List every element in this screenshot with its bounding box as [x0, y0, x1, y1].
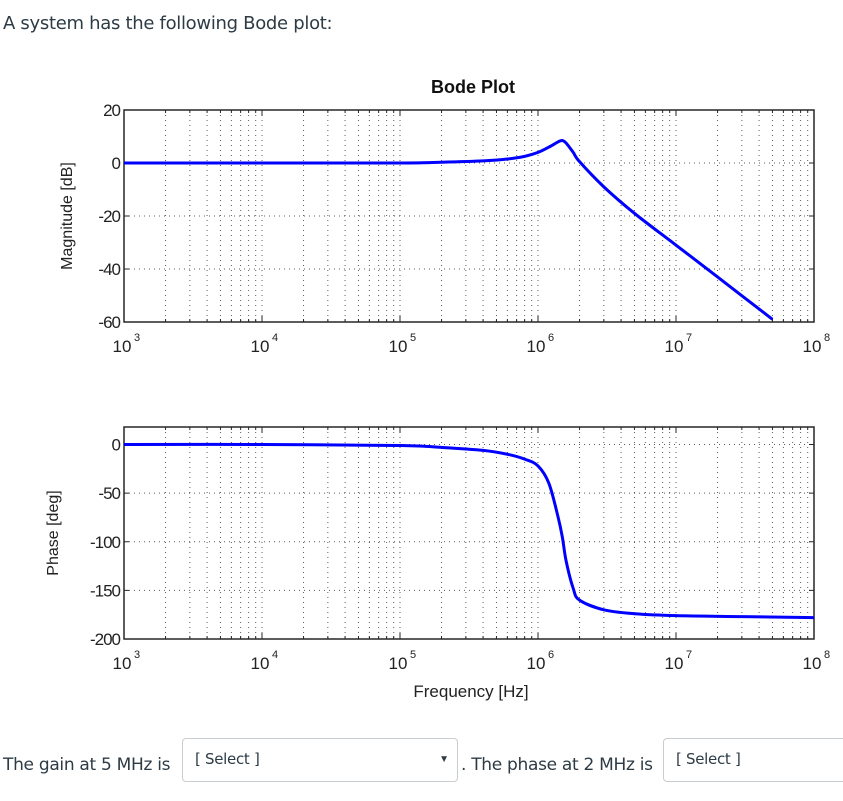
question-part1-text: The gain at 5 MHz is — [3, 755, 171, 775]
y-tick-label: -150 — [90, 581, 121, 600]
svg-text:7: 7 — [686, 649, 692, 661]
x-tick-label: 10 — [527, 337, 546, 356]
svg-text:8: 8 — [824, 332, 830, 344]
x-tick-label: 10 — [389, 337, 408, 356]
svg-text:7: 7 — [686, 332, 692, 344]
x-tick-label: 10 — [803, 654, 822, 673]
svg-text:3: 3 — [134, 332, 140, 344]
y-tick-label: 20 — [103, 101, 120, 120]
gain-select-placeholder: [ Select ] — [195, 750, 260, 768]
svg-text:4: 4 — [272, 332, 278, 344]
y-tick-label: 0 — [112, 436, 121, 455]
svg-text:6: 6 — [548, 332, 554, 344]
x-tick-label: 10 — [527, 654, 546, 673]
y-tick-label: -200 — [90, 630, 121, 649]
question-part2-text: . The phase at 2 MHz is — [461, 755, 653, 775]
svg-text:5: 5 — [410, 332, 416, 344]
phase-answer-select[interactable]: [ Select ] — [663, 738, 843, 782]
x-tick-label: 10 — [251, 337, 270, 356]
y-axis-label: Magnitude [dB] — [59, 162, 76, 270]
gain-answer-select[interactable]: [ Select ] ▼ — [182, 738, 458, 782]
x-tick-label: 10 — [665, 337, 684, 356]
y-tick-label: 0 — [112, 154, 121, 173]
y-tick-label: -60 — [98, 313, 120, 332]
chart-title: Bode Plot — [431, 77, 515, 97]
y-axis-label: Phase [deg] — [45, 490, 62, 575]
svg-text:5: 5 — [410, 649, 416, 661]
magnitude-curve — [124, 138, 774, 321]
svg-text:3: 3 — [134, 649, 140, 661]
y-tick-label: -50 — [98, 484, 120, 503]
x-tick-label: 10 — [251, 654, 270, 673]
svg-text:6: 6 — [548, 649, 554, 661]
intro-text: A system has the following Bode plot: — [3, 13, 333, 34]
phase-curve — [123, 442, 815, 620]
x-tick-label: 10 — [113, 337, 132, 356]
chevron-down-icon: ▼ — [439, 754, 449, 765]
x-axis-label: Frequency [Hz] — [413, 682, 528, 701]
x-tick-label: 10 — [113, 654, 132, 673]
x-tick-label: 10 — [665, 654, 684, 673]
y-tick-label: -100 — [90, 533, 121, 552]
question-line: The gain at 5 MHz is [ Select ] ▼ . The … — [0, 738, 843, 786]
x-tick-label: 10 — [803, 337, 822, 356]
x-tick-label: 10 — [389, 654, 408, 673]
phase-select-placeholder: [ Select ] — [676, 750, 741, 768]
svg-text:8: 8 — [824, 649, 830, 661]
y-tick-label: -40 — [98, 260, 120, 279]
svg-text:4: 4 — [272, 649, 278, 661]
y-tick-label: -20 — [98, 207, 120, 226]
